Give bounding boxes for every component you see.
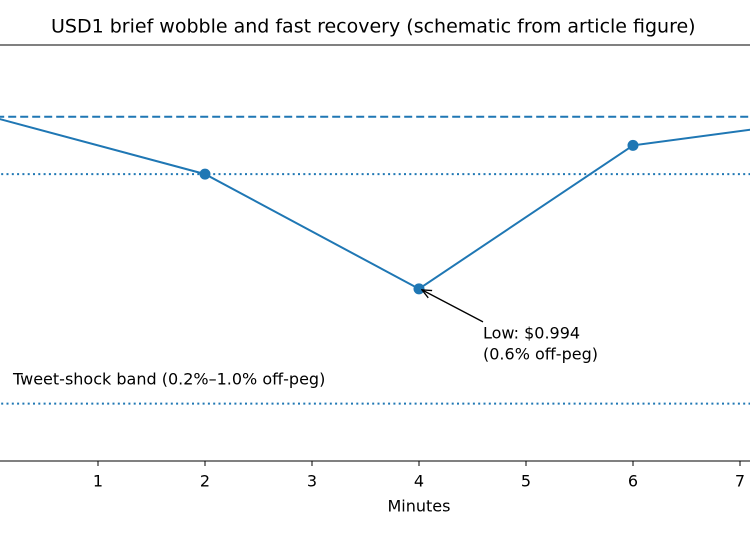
x-tick-label: 7 bbox=[735, 472, 745, 491]
x-tick-label: 6 bbox=[628, 472, 638, 491]
x-tick-label: 1 bbox=[93, 472, 103, 491]
annotation-text: (0.6% off-peg) bbox=[483, 344, 598, 363]
x-tick-label: 4 bbox=[414, 472, 424, 491]
chart-title: USD1 brief wobble and fast recovery (sch… bbox=[51, 16, 696, 38]
annotation-arrow bbox=[422, 290, 484, 323]
x-tick-label: 3 bbox=[307, 472, 317, 491]
x-tick-label: 2 bbox=[200, 472, 210, 491]
annotation-text: Low: $0.994 bbox=[483, 323, 580, 342]
data-point bbox=[413, 283, 425, 295]
band-label: Tweet-shock band (0.2%–1.0% off-peg) bbox=[12, 370, 325, 389]
x-tick-label: 5 bbox=[521, 472, 531, 491]
data-point bbox=[199, 168, 211, 180]
data-point bbox=[627, 139, 639, 151]
x-axis-label: Minutes bbox=[388, 497, 451, 516]
